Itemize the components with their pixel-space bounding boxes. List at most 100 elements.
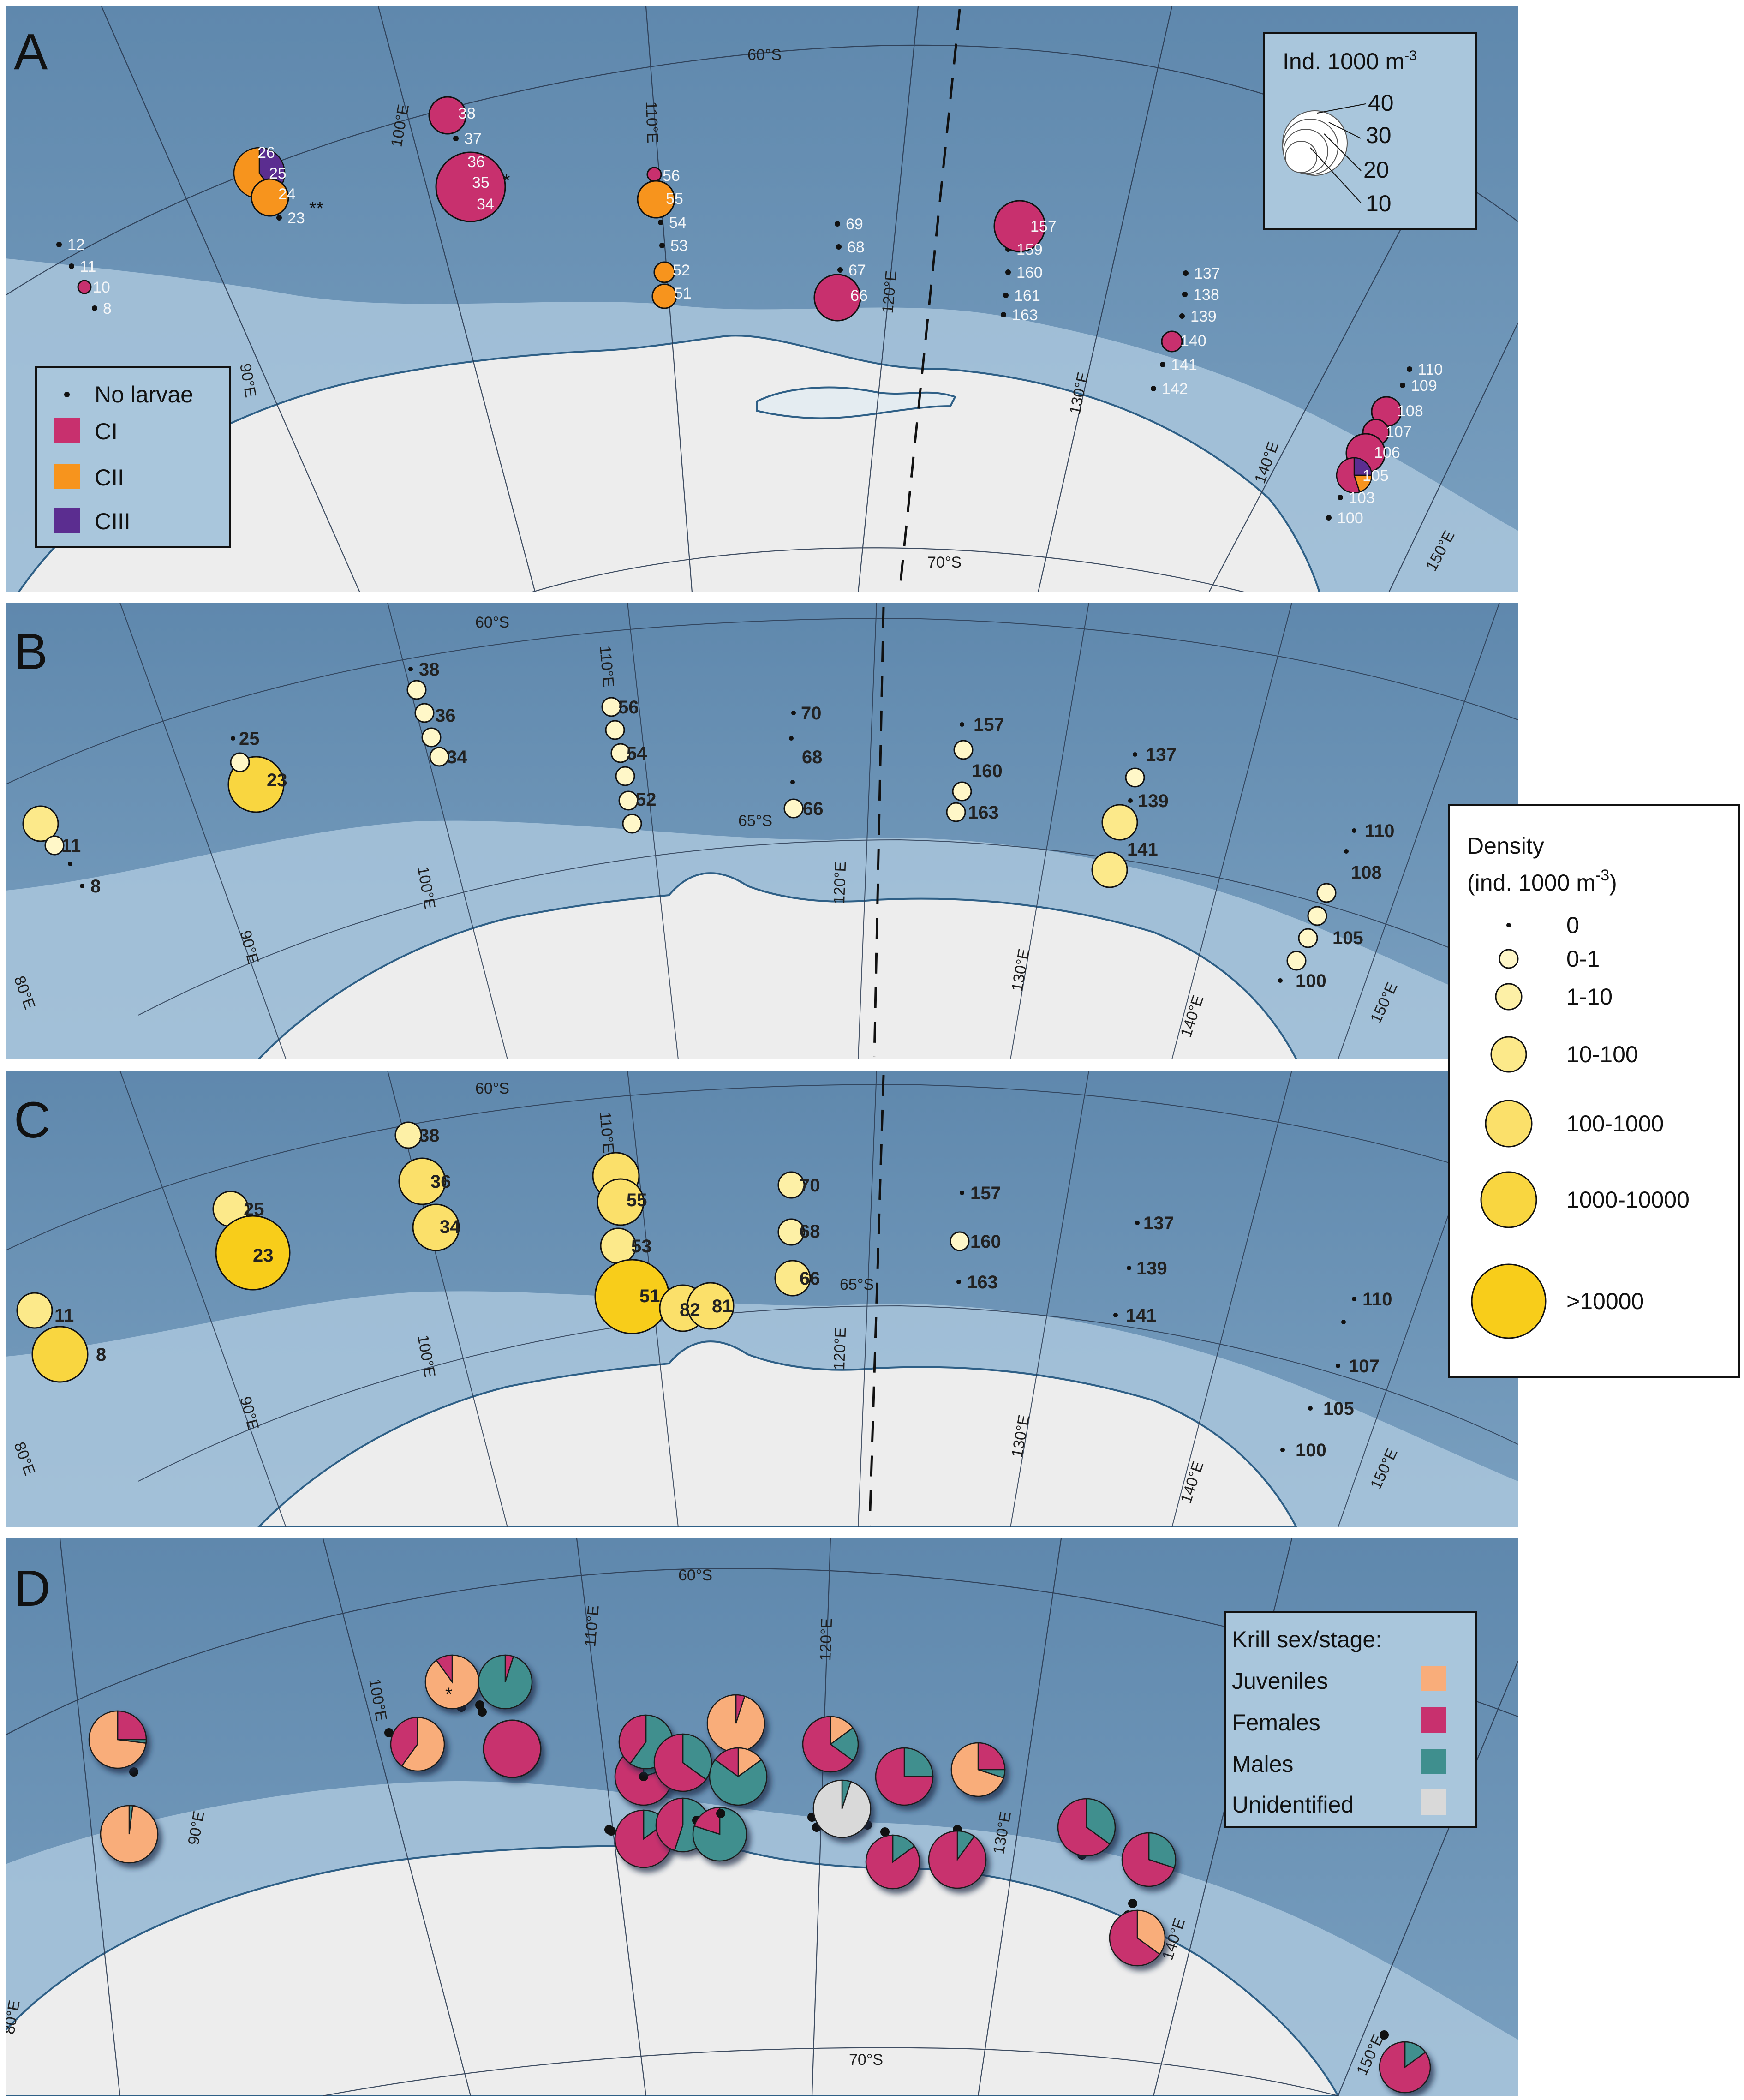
krill-pie-19	[951, 1743, 1005, 1796]
station-label-66: 66	[800, 1268, 820, 1289]
zero-density-dot	[1308, 1406, 1313, 1411]
pie-shadow-group	[929, 1831, 986, 1888]
density-circle	[415, 704, 434, 722]
station-dot	[1003, 293, 1009, 298]
trawl-station-dot	[1128, 1899, 1137, 1908]
zero-density-dot	[1341, 1320, 1346, 1324]
annotation-star-d: *	[445, 1684, 453, 1705]
krill-pie-16	[876, 1748, 933, 1805]
station-label-140: 140	[1180, 332, 1206, 350]
density-circle	[601, 1228, 636, 1263]
trawl-station-dot	[478, 1707, 487, 1717]
station-dot	[453, 136, 459, 141]
pie-shadow-group	[866, 1835, 920, 1889]
trawl-station-dot	[607, 1826, 616, 1836]
station-label-163: 163	[968, 802, 999, 823]
station-dot	[1179, 313, 1185, 319]
annotation-star: *	[503, 171, 510, 191]
station-label-25: 25	[244, 1199, 264, 1220]
zero-density-dot	[80, 884, 84, 888]
station-label-34: 34	[477, 196, 494, 213]
station-label-100: 100	[1296, 1440, 1326, 1460]
lat-label-65s: 65°S	[738, 812, 772, 830]
station-label-36: 36	[435, 706, 456, 726]
krill-pie-23	[1110, 1910, 1165, 1966]
density-legend-symbol	[1481, 1172, 1536, 1227]
station-label-100: 100	[1296, 971, 1326, 991]
station-dot	[1151, 386, 1156, 391]
station-label-24: 24	[278, 185, 296, 203]
station-label-139: 139	[1138, 791, 1169, 811]
zero-density-dot	[1133, 752, 1137, 757]
density-circle	[1126, 768, 1144, 787]
panel-letter-d: D	[14, 1560, 50, 1617]
station-label-68: 68	[847, 239, 865, 256]
station-label-56: 56	[618, 697, 639, 718]
krill-pie-6-slice	[484, 1720, 541, 1777]
density-circle	[32, 1327, 88, 1382]
density-circle	[784, 799, 803, 818]
density-circle	[17, 1293, 52, 1328]
station-label-55: 55	[666, 190, 683, 208]
legend-ciii: CIII	[95, 509, 131, 534]
station-dot	[69, 263, 74, 269]
krill-pie-24	[1380, 2042, 1430, 2093]
station-label-137: 137	[1194, 265, 1220, 282]
zero-density-dot	[1278, 978, 1283, 983]
density-circle	[231, 753, 249, 772]
zero-density-dot	[1336, 1364, 1340, 1368]
density-circle	[395, 1122, 421, 1148]
station-label-51: 51	[674, 285, 692, 302]
density-legend-symbol	[1496, 984, 1522, 1010]
panel-d: 60°S 70°S 80°E 90°E 100°E 110°E 120°E 13…	[0, 1538, 1518, 2096]
pie-shadow-group	[1380, 2042, 1430, 2093]
zero-density-dot	[960, 722, 964, 727]
station-label-157: 157	[974, 715, 1004, 735]
legend-swatch-ciii	[54, 508, 80, 533]
station-label-52: 52	[673, 262, 690, 279]
sex-legend-males: Males	[1232, 1751, 1293, 1777]
station-dot	[1183, 270, 1189, 276]
legend-swatch-cii	[54, 464, 80, 489]
station-dot	[658, 220, 663, 225]
density-legend: Density (ind. 1000 m-3) 0 0-1 1-10 10-100 10…	[1449, 805, 1739, 1377]
station-label-157: 157	[970, 1183, 1001, 1203]
zero-density-dot	[231, 736, 235, 741]
krill-pie-5	[391, 1717, 444, 1771]
zero-density-dot	[1135, 1221, 1140, 1225]
density-circle	[422, 728, 441, 747]
panel-b: 60°S 65°S 80°E 90°E 100°E 110°E 120°E 13…	[6, 603, 1518, 1059]
station-label-37: 37	[464, 130, 482, 148]
station-label-138: 138	[1193, 286, 1219, 304]
sex-legend-juveniles: Juveniles	[1232, 1668, 1328, 1694]
panel-c: 60°S 65°S 80°E 90°E 100°E 110°E 120°E 13…	[6, 1071, 1518, 1527]
density-legend-label: 10-100	[1566, 1041, 1638, 1067]
larvae-circle-51-slice	[652, 284, 676, 308]
density-circle	[616, 767, 634, 785]
zero-density-dot	[790, 780, 795, 784]
krill-pie-20	[929, 1831, 986, 1888]
zero-density-dot	[1127, 1266, 1131, 1270]
station-dot	[1001, 312, 1006, 317]
zero-density-dot	[1113, 1313, 1118, 1317]
station-dot	[276, 215, 282, 221]
lon-label-120e: 120°E	[817, 1618, 836, 1661]
sex-legend-title: Krill sex/stage:	[1232, 1627, 1382, 1652]
station-dot	[1182, 292, 1188, 297]
station-dot	[1326, 515, 1332, 521]
krill-pie-12-slice-j	[707, 1695, 764, 1752]
krill-pie-2	[101, 1806, 158, 1863]
station-label-11: 11	[54, 1305, 74, 1326]
station-label-70: 70	[801, 703, 822, 724]
station-label-67: 67	[848, 262, 866, 279]
station-label-110: 110	[1365, 821, 1395, 841]
trawl-station-dot	[639, 1772, 648, 1781]
station-label-109: 109	[1411, 377, 1437, 395]
panel-letter-c: C	[14, 1092, 50, 1149]
pie-shadow-group	[710, 1748, 767, 1805]
zero-density-dot	[1280, 1448, 1285, 1452]
zero-density-dot	[408, 667, 413, 671]
trawl-station-dot	[1380, 2030, 1389, 2040]
station-label-160: 160	[1016, 264, 1043, 281]
station-label-52: 52	[636, 790, 657, 810]
